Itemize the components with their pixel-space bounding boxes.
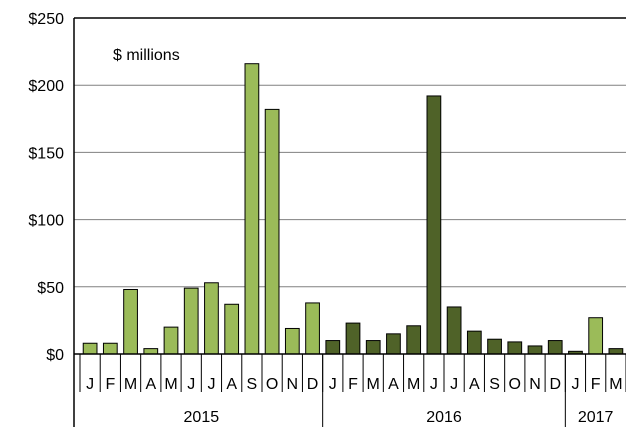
bar <box>426 95 442 355</box>
bar <box>264 108 280 355</box>
bar <box>466 330 482 355</box>
x-tick-label: N <box>287 376 299 393</box>
bar <box>507 341 523 355</box>
bar <box>588 317 604 355</box>
x-tick-label: M <box>367 376 380 393</box>
y-tick-label: $100 <box>28 213 64 230</box>
bar <box>305 302 320 355</box>
bar <box>123 288 138 355</box>
bar <box>446 306 462 355</box>
y-tick-label: $0 <box>46 347 64 364</box>
bar <box>163 326 179 355</box>
units-label: $ millions <box>113 47 180 64</box>
x-tick-label: M <box>164 376 177 393</box>
axes <box>73 17 626 427</box>
year-label: 2016 <box>426 409 462 426</box>
x-tick-label: S <box>489 376 500 393</box>
year-label: 2015 <box>184 409 220 426</box>
bar <box>365 340 381 355</box>
x-tick-label: A <box>469 376 480 393</box>
x-tick-label: D <box>549 376 561 393</box>
y-tick-label: $50 <box>37 280 64 297</box>
y-tick-label: $150 <box>28 145 64 162</box>
x-tick-label: O <box>509 376 521 393</box>
x-tick-label: F <box>105 376 115 393</box>
bar <box>284 327 300 355</box>
x-tick-label: N <box>529 376 541 393</box>
y-tick-label: $200 <box>28 78 64 95</box>
x-tick-label: J <box>187 376 195 393</box>
bar <box>487 338 502 355</box>
x-tick-label: J <box>207 376 215 393</box>
x-tick-label: A <box>226 376 237 393</box>
bar <box>345 322 361 355</box>
bars <box>82 63 624 355</box>
x-tick-label: J <box>329 376 337 393</box>
x-tick-label: J <box>571 376 579 393</box>
bar <box>608 348 624 355</box>
x-tick-label: F <box>591 376 601 393</box>
bar <box>386 333 401 355</box>
bar <box>224 303 240 355</box>
y-tick-label: $250 <box>28 11 64 28</box>
bar <box>527 345 543 355</box>
x-tick-label: M <box>407 376 420 393</box>
x-tick-label: D <box>307 376 319 393</box>
bar <box>547 340 563 355</box>
x-tick-label: M <box>124 376 137 393</box>
bar <box>204 282 219 355</box>
x-tick-label: J <box>430 376 438 393</box>
bar <box>102 342 118 355</box>
x-tick-label: J <box>86 376 94 393</box>
x-tick-label: A <box>388 376 399 393</box>
year-label: 2017 <box>578 409 614 426</box>
bar <box>183 287 199 355</box>
y-axis-tick-labels: $0 $50 $100 $150 $200 $250 <box>28 11 64 364</box>
x-tick-label: A <box>145 376 156 393</box>
x-tick-label: O <box>266 376 278 393</box>
year-group-labels: 2015 2016 2017 <box>184 409 614 426</box>
x-tick-label: M <box>609 376 622 393</box>
bar <box>325 340 341 355</box>
bar <box>82 342 98 355</box>
x-tick-label: J <box>450 376 458 393</box>
x-tick-label: F <box>348 376 358 393</box>
bar <box>143 348 159 355</box>
x-tick-label: S <box>247 376 258 393</box>
bar <box>406 325 422 355</box>
bar <box>244 63 260 355</box>
